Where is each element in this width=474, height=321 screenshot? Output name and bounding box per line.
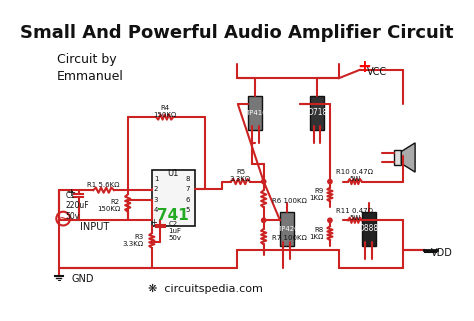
Text: C2
1uF
50v: C2 1uF 50v — [168, 221, 181, 241]
Text: Circuit by
Emmanuel: Circuit by Emmanuel — [57, 53, 124, 82]
Text: R11 0.47Ω
5W: R11 0.47Ω 5W — [337, 208, 374, 221]
Circle shape — [328, 179, 332, 184]
Circle shape — [262, 179, 266, 184]
Text: +: + — [150, 218, 157, 227]
Text: 741: 741 — [157, 209, 189, 223]
Polygon shape — [401, 143, 415, 172]
Text: R10 0.47Ω
5W: R10 0.47Ω 5W — [337, 169, 374, 182]
Text: R4
150KΩ: R4 150KΩ — [153, 105, 176, 118]
Text: C1
220uF
50v: C1 220uF 50v — [66, 191, 90, 221]
Text: U1: U1 — [168, 169, 179, 178]
Text: R5
3.3KΩ: R5 3.3KΩ — [230, 169, 251, 182]
Text: R3
3.3KΩ: R3 3.3KΩ — [122, 234, 143, 247]
Text: K: K — [304, 97, 309, 103]
Text: D718: D718 — [307, 108, 327, 117]
Polygon shape — [248, 96, 262, 130]
Text: +: + — [357, 58, 371, 76]
Text: R7 100KΩ: R7 100KΩ — [272, 235, 307, 240]
Text: 1: 1 — [154, 176, 158, 182]
Polygon shape — [280, 212, 294, 246]
Text: R9
1KΩ: R9 1KΩ — [310, 188, 324, 201]
Text: ❋  circuitspedia.com: ❋ circuitspedia.com — [148, 284, 263, 294]
Text: INPUT: INPUT — [81, 222, 109, 232]
Bar — [152, 170, 195, 226]
Text: 7: 7 — [186, 186, 190, 192]
Circle shape — [328, 218, 332, 222]
Text: D888: D888 — [359, 224, 379, 233]
Bar — [394, 150, 401, 165]
Text: 6: 6 — [186, 197, 190, 203]
Text: Small And Powerful Audio Amplifier Circuit: Small And Powerful Audio Amplifier Circu… — [20, 24, 454, 42]
Text: VDD: VDD — [430, 248, 453, 258]
Text: GND: GND — [72, 274, 94, 284]
Text: TIP41C: TIP41C — [243, 110, 267, 116]
Text: R6 100KΩ: R6 100KΩ — [272, 197, 307, 204]
Circle shape — [262, 218, 266, 222]
Text: 2: 2 — [154, 186, 158, 192]
Text: 8: 8 — [186, 176, 190, 182]
Text: ~: ~ — [57, 212, 69, 226]
Polygon shape — [310, 96, 324, 130]
Text: TIP42C: TIP42C — [275, 226, 299, 232]
Text: 4: 4 — [154, 207, 158, 213]
Text: 3: 3 — [154, 197, 158, 203]
Text: 5: 5 — [186, 207, 190, 213]
Text: +: + — [67, 188, 76, 198]
Text: R2
150KΩ: R2 150KΩ — [97, 199, 120, 212]
Text: VCC: VCC — [367, 67, 387, 77]
Polygon shape — [362, 212, 375, 246]
Text: R8
1KΩ: R8 1KΩ — [310, 227, 324, 240]
Text: R1 5.6KΩ: R1 5.6KΩ — [87, 182, 120, 188]
